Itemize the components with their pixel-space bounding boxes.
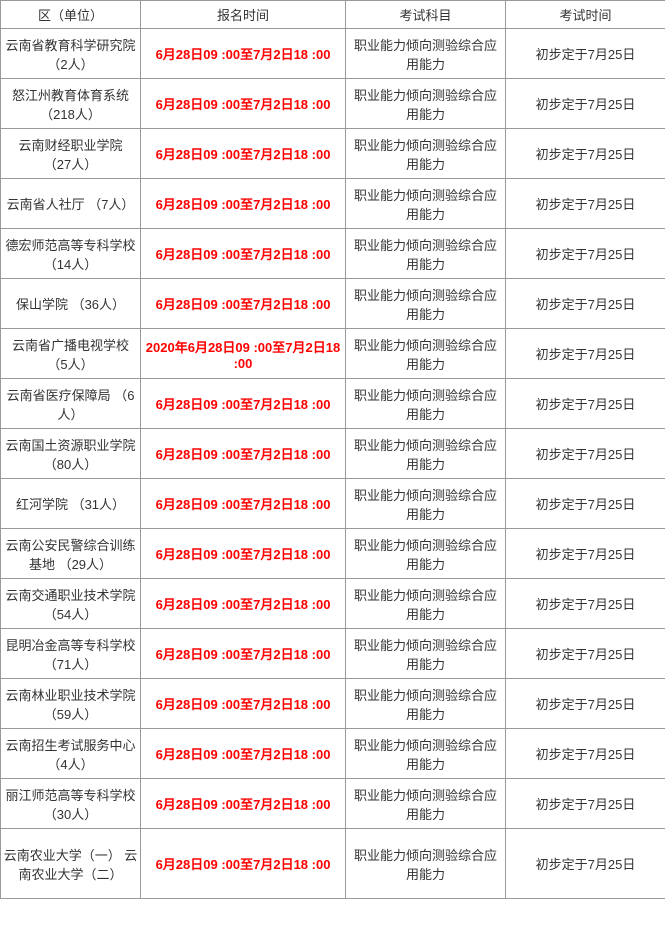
cell-examtime: 初步定于7月25日 <box>506 779 665 829</box>
table-row: 怒江州教育体育系统 （218人）6月28日09 :00至7月2日18 :00职业… <box>1 79 665 129</box>
cell-unit: 云南国土资源职业学院 （80人） <box>1 429 141 479</box>
cell-subject: 职业能力倾向测验综合应用能力 <box>346 129 506 179</box>
cell-examtime: 初步定于7月25日 <box>506 529 665 579</box>
cell-subject: 职业能力倾向测验综合应用能力 <box>346 529 506 579</box>
header-unit: 区（单位） <box>1 1 141 29</box>
cell-unit: 保山学院 （36人） <box>1 279 141 329</box>
cell-subject: 职业能力倾向测验综合应用能力 <box>346 29 506 79</box>
cell-subject: 职业能力倾向测验综合应用能力 <box>346 679 506 729</box>
cell-unit: 红河学院 （31人） <box>1 479 141 529</box>
cell-subject: 职业能力倾向测验综合应用能力 <box>346 429 506 479</box>
cell-examtime: 初步定于7月25日 <box>506 79 665 129</box>
table-row: 云南招生考试服务中心 （4人）6月28日09 :00至7月2日18 :00职业能… <box>1 729 665 779</box>
cell-examtime: 初步定于7月25日 <box>506 579 665 629</box>
cell-examtime: 初步定于7月25日 <box>506 429 665 479</box>
table-row: 红河学院 （31人）6月28日09 :00至7月2日18 :00职业能力倾向测验… <box>1 479 665 529</box>
table-row: 云南财经职业学院 （27人）6月28日09 :00至7月2日18 :00职业能力… <box>1 129 665 179</box>
table-row: 丽江师范高等专科学校 （30人）6月28日09 :00至7月2日18 :00职业… <box>1 779 665 829</box>
cell-subject: 职业能力倾向测验综合应用能力 <box>346 229 506 279</box>
cell-regtime: 6月28日09 :00至7月2日18 :00 <box>141 579 346 629</box>
cell-unit: 昆明冶金高等专科学校 （71人） <box>1 629 141 679</box>
table-row: 云南林业职业技术学院 （59人）6月28日09 :00至7月2日18 :00职业… <box>1 679 665 729</box>
table-row: 云南省医疗保障局 （6人）6月28日09 :00至7月2日18 :00职业能力倾… <box>1 379 665 429</box>
cell-examtime: 初步定于7月25日 <box>506 179 665 229</box>
cell-regtime: 6月28日09 :00至7月2日18 :00 <box>141 529 346 579</box>
cell-regtime: 6月28日09 :00至7月2日18 :00 <box>141 179 346 229</box>
table-row: 云南省教育科学研究院（2人）6月28日09 :00至7月2日18 :00职业能力… <box>1 29 665 79</box>
cell-regtime: 6月28日09 :00至7月2日18 :00 <box>141 679 346 729</box>
cell-examtime: 初步定于7月25日 <box>506 229 665 279</box>
table-row: 云南公安民警综合训练基地 （29人）6月28日09 :00至7月2日18 :00… <box>1 529 665 579</box>
cell-regtime: 6月28日09 :00至7月2日18 :00 <box>141 779 346 829</box>
cell-unit: 云南财经职业学院 （27人） <box>1 129 141 179</box>
cell-unit: 怒江州教育体育系统 （218人） <box>1 79 141 129</box>
cell-regtime: 6月28日09 :00至7月2日18 :00 <box>141 429 346 479</box>
cell-unit: 云南招生考试服务中心 （4人） <box>1 729 141 779</box>
cell-examtime: 初步定于7月25日 <box>506 729 665 779</box>
cell-examtime: 初步定于7月25日 <box>506 829 665 899</box>
cell-examtime: 初步定于7月25日 <box>506 279 665 329</box>
header-subject: 考试科目 <box>346 1 506 29</box>
cell-examtime: 初步定于7月25日 <box>506 679 665 729</box>
cell-subject: 职业能力倾向测验综合应用能力 <box>346 579 506 629</box>
table-row: 云南省人社厅 （7人）6月28日09 :00至7月2日18 :00职业能力倾向测… <box>1 179 665 229</box>
cell-subject: 职业能力倾向测验综合应用能力 <box>346 829 506 899</box>
table-body: 云南省教育科学研究院（2人）6月28日09 :00至7月2日18 :00职业能力… <box>1 29 665 899</box>
cell-unit: 德宏师范高等专科学校 （14人） <box>1 229 141 279</box>
cell-regtime: 6月28日09 :00至7月2日18 :00 <box>141 279 346 329</box>
cell-subject: 职业能力倾向测验综合应用能力 <box>346 779 506 829</box>
table-row: 保山学院 （36人）6月28日09 :00至7月2日18 :00职业能力倾向测验… <box>1 279 665 329</box>
cell-examtime: 初步定于7月25日 <box>506 129 665 179</box>
cell-unit: 云南公安民警综合训练基地 （29人） <box>1 529 141 579</box>
cell-regtime: 6月28日09 :00至7月2日18 :00 <box>141 479 346 529</box>
table-row: 德宏师范高等专科学校 （14人）6月28日09 :00至7月2日18 :00职业… <box>1 229 665 279</box>
cell-examtime: 初步定于7月25日 <box>506 29 665 79</box>
cell-examtime: 初步定于7月25日 <box>506 479 665 529</box>
cell-regtime: 6月28日09 :00至7月2日18 :00 <box>141 129 346 179</box>
cell-subject: 职业能力倾向测验综合应用能力 <box>346 479 506 529</box>
recruitment-table: 区（单位） 报名时间 考试科目 考试时间 云南省教育科学研究院（2人）6月28日… <box>0 0 665 899</box>
table-row: 云南省广播电视学校 （5人）2020年6月28日09 :00至7月2日18 :0… <box>1 329 665 379</box>
cell-subject: 职业能力倾向测验综合应用能力 <box>346 729 506 779</box>
cell-regtime: 6月28日09 :00至7月2日18 :00 <box>141 629 346 679</box>
cell-regtime: 2020年6月28日09 :00至7月2日18 :00 <box>141 329 346 379</box>
cell-unit: 云南林业职业技术学院 （59人） <box>1 679 141 729</box>
cell-regtime: 6月28日09 :00至7月2日18 :00 <box>141 79 346 129</box>
cell-regtime: 6月28日09 :00至7月2日18 :00 <box>141 829 346 899</box>
cell-unit: 云南农业大学（一） 云南农业大学（二） <box>1 829 141 899</box>
cell-subject: 职业能力倾向测验综合应用能力 <box>346 379 506 429</box>
table-row: 云南交通职业技术学院 （54人）6月28日09 :00至7月2日18 :00职业… <box>1 579 665 629</box>
header-examtime: 考试时间 <box>506 1 665 29</box>
cell-regtime: 6月28日09 :00至7月2日18 :00 <box>141 379 346 429</box>
table-row: 云南农业大学（一） 云南农业大学（二）6月28日09 :00至7月2日18 :0… <box>1 829 665 899</box>
table-header-row: 区（单位） 报名时间 考试科目 考试时间 <box>1 1 665 29</box>
cell-examtime: 初步定于7月25日 <box>506 379 665 429</box>
cell-subject: 职业能力倾向测验综合应用能力 <box>346 279 506 329</box>
table-row: 昆明冶金高等专科学校 （71人）6月28日09 :00至7月2日18 :00职业… <box>1 629 665 679</box>
cell-unit: 云南交通职业技术学院 （54人） <box>1 579 141 629</box>
cell-subject: 职业能力倾向测验综合应用能力 <box>346 629 506 679</box>
cell-subject: 职业能力倾向测验综合应用能力 <box>346 329 506 379</box>
cell-unit: 云南省广播电视学校 （5人） <box>1 329 141 379</box>
cell-examtime: 初步定于7月25日 <box>506 629 665 679</box>
cell-unit: 云南省医疗保障局 （6人） <box>1 379 141 429</box>
header-regtime: 报名时间 <box>141 1 346 29</box>
cell-regtime: 6月28日09 :00至7月2日18 :00 <box>141 229 346 279</box>
table-row: 云南国土资源职业学院 （80人）6月28日09 :00至7月2日18 :00职业… <box>1 429 665 479</box>
cell-examtime: 初步定于7月25日 <box>506 329 665 379</box>
cell-unit: 云南省人社厅 （7人） <box>1 179 141 229</box>
cell-unit: 云南省教育科学研究院（2人） <box>1 29 141 79</box>
cell-regtime: 6月28日09 :00至7月2日18 :00 <box>141 29 346 79</box>
cell-subject: 职业能力倾向测验综合应用能力 <box>346 79 506 129</box>
cell-unit: 丽江师范高等专科学校 （30人） <box>1 779 141 829</box>
cell-subject: 职业能力倾向测验综合应用能力 <box>346 179 506 229</box>
cell-regtime: 6月28日09 :00至7月2日18 :00 <box>141 729 346 779</box>
